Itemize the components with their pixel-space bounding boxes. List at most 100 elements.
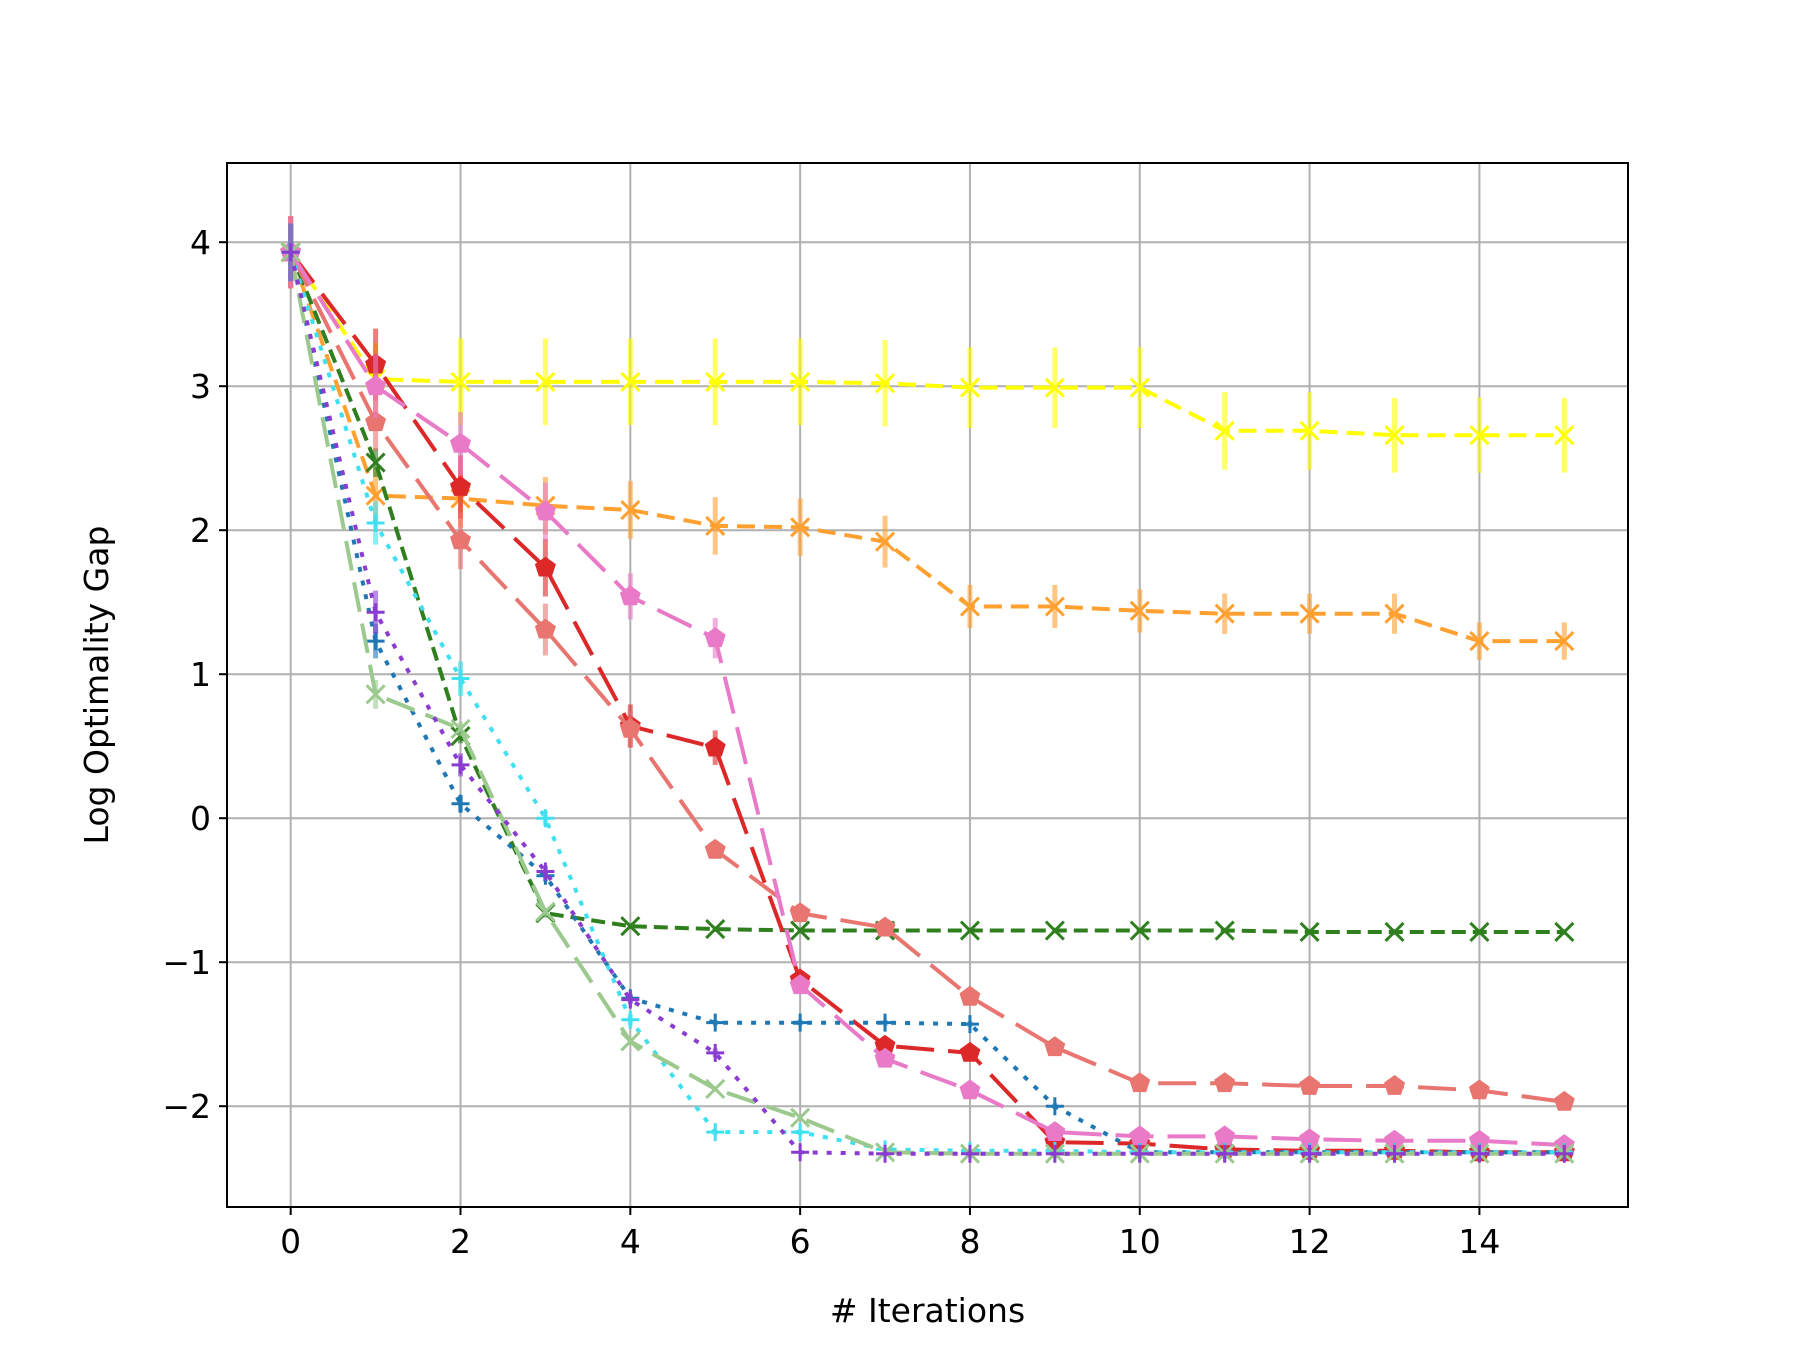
- data-point: [450, 476, 471, 496]
- data-point: [1299, 1128, 1321, 1149]
- data-point: [534, 500, 556, 521]
- data-point: [1044, 1121, 1066, 1141]
- data-point: [451, 755, 470, 774]
- x-tick-label: 6: [790, 1222, 811, 1261]
- x-tick-label: 10: [1119, 1222, 1161, 1261]
- data-point: [450, 432, 471, 453]
- y-tick-label: 0: [190, 799, 211, 838]
- data-point: [706, 1013, 725, 1032]
- data-point: [1555, 1144, 1574, 1163]
- data-point: [790, 517, 811, 538]
- series-9: [280, 223, 1575, 1164]
- data-point: [1045, 1097, 1064, 1116]
- data-point: [365, 452, 386, 473]
- data-point: [876, 1144, 895, 1163]
- data-point: [790, 371, 811, 392]
- data-point: [536, 809, 555, 828]
- data-point: [705, 515, 726, 536]
- data-point: [960, 1144, 979, 1163]
- data-point: [959, 377, 981, 398]
- series-3: [280, 223, 1575, 943]
- data-point: [1044, 377, 1065, 398]
- data-point: [1129, 600, 1150, 621]
- data-point: [705, 371, 726, 392]
- data-point: [1044, 596, 1065, 617]
- data-point: [620, 499, 641, 521]
- data-point: [1300, 1144, 1319, 1163]
- series-line: [288, 251, 1565, 1104]
- data-point: [1299, 1075, 1321, 1095]
- data-point: [874, 1034, 896, 1055]
- data-point: [1130, 1144, 1149, 1163]
- series-5: [280, 216, 1575, 1111]
- data-point: [705, 919, 726, 940]
- data-point: [621, 1010, 640, 1029]
- data-point: [1384, 1075, 1405, 1095]
- data-point: [876, 1013, 895, 1032]
- series-line: [288, 251, 1565, 1156]
- series-4: [280, 216, 1575, 1162]
- data-point: [704, 838, 726, 859]
- y-tick-label: −2: [162, 1087, 211, 1126]
- series-8: [281, 223, 1574, 1162]
- data-point: [365, 485, 386, 506]
- data-point: [960, 1015, 979, 1034]
- data-point: [620, 371, 641, 392]
- data-point: [1214, 1072, 1236, 1093]
- data-point: [1129, 377, 1150, 398]
- x-tick-label: 12: [1289, 1222, 1331, 1261]
- series-6: [280, 216, 1575, 1154]
- x-axis-label: # Iterations: [830, 1291, 1025, 1330]
- data-point: [706, 1123, 725, 1142]
- data-point: [1384, 921, 1405, 943]
- data-point: [705, 1078, 726, 1099]
- data-point: [874, 1047, 896, 1068]
- series-1: [280, 216, 1575, 473]
- data-point: [706, 1043, 725, 1062]
- data-point: [619, 585, 641, 606]
- series-line: [289, 251, 1565, 1148]
- data-point: [365, 684, 386, 705]
- data-point: [959, 1041, 981, 1062]
- x-tick-label: 0: [280, 1222, 301, 1261]
- data-point: [789, 974, 811, 995]
- data-point: [1468, 1079, 1490, 1100]
- y-tick-label: 3: [190, 367, 211, 406]
- data-point: [874, 531, 896, 552]
- data-point: [1554, 921, 1575, 943]
- data-point: [959, 985, 981, 1006]
- data-point: [534, 556, 556, 577]
- data-point: [1214, 920, 1235, 941]
- data-point: [874, 373, 896, 394]
- data-point: [1384, 603, 1405, 624]
- data-point: [535, 371, 556, 392]
- data-point: [1384, 425, 1405, 446]
- data-point: [704, 627, 726, 648]
- data-point: [790, 920, 811, 941]
- data-point: [1214, 420, 1235, 441]
- series-line: [289, 251, 1565, 438]
- data-point: [1384, 1129, 1405, 1150]
- data-point: [1469, 921, 1490, 943]
- data-point: [450, 529, 471, 550]
- data-point: [874, 916, 896, 937]
- data-point: [451, 794, 470, 813]
- y-axis-label: Log Optimality Gap: [77, 526, 116, 845]
- tick-marks: [219, 241, 1481, 1215]
- data-point: [621, 990, 640, 1009]
- data-point: [789, 902, 811, 923]
- data-point: [1214, 603, 1235, 624]
- y-tick-label: 4: [190, 223, 211, 262]
- data-point: [791, 1123, 810, 1142]
- data-point: [1470, 1144, 1489, 1163]
- data-point: [959, 596, 981, 617]
- data-point: [366, 514, 385, 532]
- data-point: [790, 1107, 811, 1128]
- data-point: [1129, 920, 1150, 941]
- x-tick-label: 14: [1458, 1222, 1500, 1261]
- x-tick-label: 2: [450, 1222, 471, 1261]
- data-point: [620, 916, 641, 937]
- data-point: [1299, 420, 1320, 441]
- x-tick-label: 4: [620, 1222, 641, 1261]
